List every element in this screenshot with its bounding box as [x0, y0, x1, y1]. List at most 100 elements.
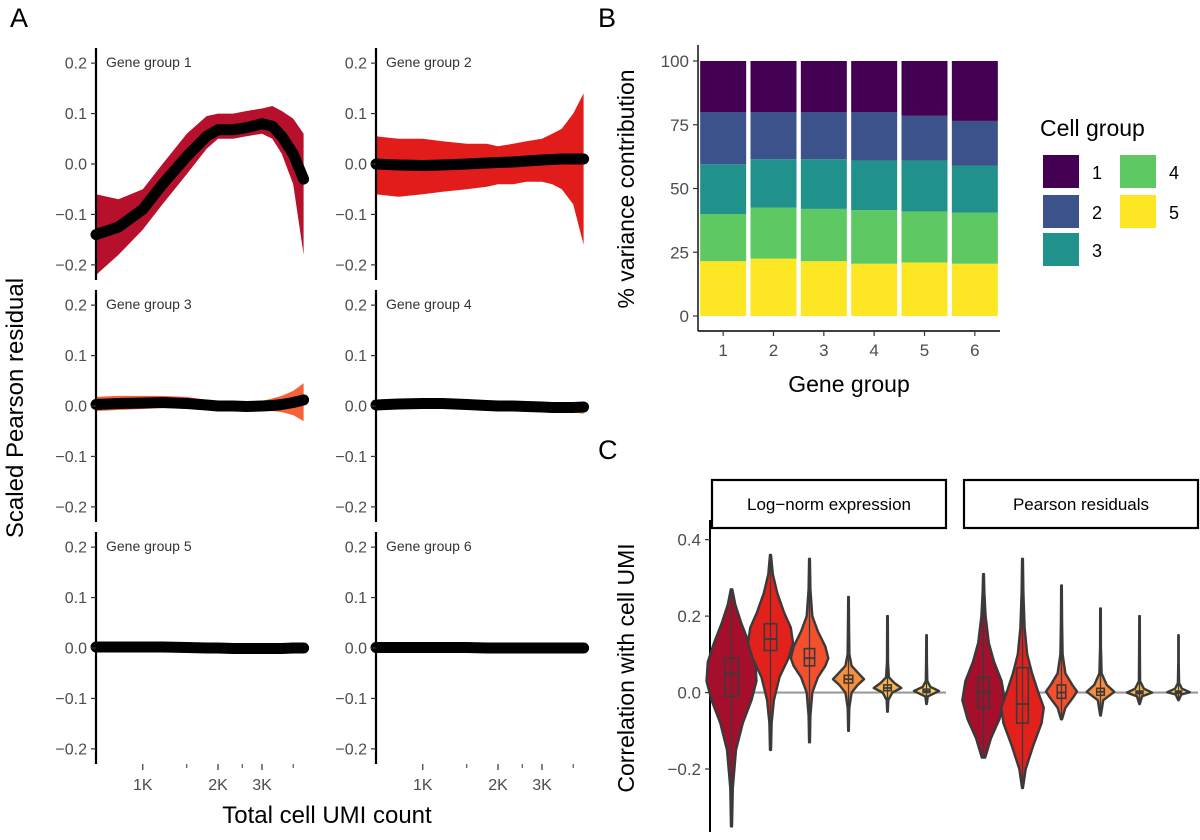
facet-gene-group-3: Gene group 3 0.2 0.1 0.0 −0.1 −0.2 — [55, 290, 310, 522]
y-tick-label: −0.2 — [335, 499, 367, 516]
bar-segment-cell-group-2 — [851, 112, 898, 161]
x-tick-label: 2K — [208, 777, 228, 794]
y-tick-label: 100 — [661, 52, 689, 71]
bar-segment-cell-group-4 — [700, 214, 747, 262]
bar-segment-cell-group-4 — [851, 210, 898, 264]
facet-gene-group-6: Gene group 6 0.2 0.1 0.0 −0.1 −0.2 1K 2K 3K — [335, 532, 590, 794]
violin-cell-group-4 — [831, 595, 866, 732]
y-tick-label: 0.0 — [345, 641, 367, 658]
violin-cell-group-6 — [912, 634, 941, 706]
x-tick-label: 1K — [413, 777, 433, 794]
legend-swatch-2 — [1043, 195, 1079, 228]
bar-segment-cell-group-1 — [851, 61, 898, 112]
bar-stack-gene-group-2 — [750, 61, 797, 316]
bar-segment-cell-group-5 — [700, 261, 747, 316]
bar-stack-gene-group-1 — [700, 61, 747, 316]
mean-trend-line — [90, 394, 310, 412]
bar-segment-cell-group-3 — [700, 164, 747, 214]
x-tick-label: 6 — [970, 341, 979, 360]
x-tick-label: 4 — [869, 341, 878, 360]
box-iqr — [763, 622, 778, 652]
bar-segment-cell-group-2 — [951, 120, 998, 166]
facet-label: Gene group 1 — [106, 54, 192, 70]
bar-segment-cell-group-4 — [901, 211, 948, 263]
y-tick-label: −0.2 — [55, 257, 87, 274]
bar-segment-cell-group-2 — [700, 112, 747, 165]
bar-segment-cell-group-3 — [901, 160, 948, 212]
y-tick-label: 0.2 — [65, 56, 87, 73]
facet-gene-group-4: Gene group 4 0.2 0.1 0.0 −0.1 −0.2 — [335, 290, 590, 522]
y-tick-label: 0.2 — [345, 298, 367, 315]
facet-gene-group-1: Gene group 1 0.2 0.1 0.0 −0.1 −0.2 — [55, 48, 310, 280]
violin-cell-group-5 — [1125, 614, 1154, 706]
bar-segment-cell-group-3 — [800, 159, 847, 209]
panel-label-c: C — [598, 435, 618, 465]
bar-segment-cell-group-2 — [750, 112, 797, 160]
legend: Cell group 1 2 3 4 5 — [1040, 115, 1179, 266]
x-tick-label: 1K — [133, 777, 153, 794]
violin-cell-group-2 — [1000, 557, 1045, 790]
x-tick-label: 3K — [252, 777, 272, 794]
bar-segment-cell-group-1 — [700, 61, 747, 112]
violin-cell-group-2 — [746, 553, 795, 752]
facet-strip — [710, 478, 948, 530]
y-tick-label: 0.0 — [65, 399, 87, 416]
panel-label-b: B — [598, 3, 616, 33]
facet-label: Gene group 5 — [106, 538, 192, 554]
legend-label-1: 1 — [1092, 163, 1102, 183]
y-tick-label: 0.2 — [65, 298, 87, 315]
violin-cell-group-6 — [1166, 634, 1191, 702]
facet-gene-group-5: Gene group 5 0.2 0.1 0.0 −0.1 −0.2 1K 2K 3K — [55, 532, 310, 794]
violin-cell-group-1 — [961, 572, 1006, 759]
y-tick-label: 0.0 — [345, 399, 367, 416]
confidence-ribbon — [376, 93, 584, 245]
bar-segment-cell-group-5 — [800, 261, 847, 316]
bar-segment-cell-group-5 — [851, 263, 898, 316]
legend-swatch-1 — [1043, 155, 1079, 188]
bar-segment-cell-group-1 — [800, 61, 847, 112]
y-tick-label: 0.2 — [345, 540, 367, 557]
bar-segment-cell-group-1 — [951, 61, 998, 121]
y-tick-label: 25 — [670, 243, 689, 262]
x-tick-label: 3K — [532, 777, 552, 794]
x-tick-label: 2 — [769, 341, 778, 360]
x-tick-label: 5 — [920, 341, 929, 360]
bar-segment-cell-group-5 — [951, 263, 998, 316]
y-tick-label: −0.1 — [335, 449, 367, 466]
y-axis-title: Scaled Pearson residual — [2, 278, 29, 538]
bar-stack-gene-group-5 — [901, 61, 948, 316]
facet-log-norm-expression: Log−norm expression — [705, 478, 948, 828]
bar-segment-cell-group-1 — [750, 61, 797, 112]
facet-label: Gene group 4 — [386, 296, 472, 312]
bar-segment-cell-group-4 — [951, 212, 998, 264]
violin-cell-group-4 — [1085, 607, 1116, 717]
legend-label-3: 3 — [1092, 241, 1102, 261]
bar-stack-gene-group-6 — [951, 61, 998, 316]
facet-strip-label: Log−norm expression — [747, 495, 911, 514]
y-tick-label: 0.0 — [65, 157, 87, 174]
y-tick-label: −0.2 — [55, 741, 87, 758]
legend-swatch-5 — [1120, 195, 1156, 228]
violin-cell-group-5 — [872, 614, 903, 713]
bar-segment-cell-group-1 — [901, 61, 948, 116]
legend-label-5: 5 — [1169, 203, 1179, 223]
bar-stack-gene-group-4 — [851, 61, 898, 316]
legend-swatch-3 — [1043, 233, 1079, 266]
violin-cell-group-3 — [789, 557, 830, 744]
x-axis-title: Gene group — [788, 371, 909, 397]
facet-gene-group-2: Gene group 2 0.2 0.1 0.0 −0.1 −0.2 — [335, 48, 590, 280]
y-tick-label: −0.2 — [335, 257, 367, 274]
facet-label: Gene group 6 — [386, 538, 472, 554]
bar-segment-cell-group-3 — [951, 165, 998, 213]
y-tick-label: −0.1 — [55, 449, 87, 466]
y-tick-label: 0.2 — [677, 607, 701, 626]
y-tick-label: 0.1 — [65, 348, 87, 365]
y-tick-label: 50 — [670, 180, 689, 199]
facet-label: Gene group 2 — [386, 54, 472, 70]
box-iqr — [1056, 684, 1067, 700]
y-tick-label: 0.2 — [345, 56, 367, 73]
bar-segment-cell-group-4 — [800, 208, 847, 262]
mean-trend-line — [90, 118, 310, 241]
box-iqr — [1015, 666, 1030, 724]
